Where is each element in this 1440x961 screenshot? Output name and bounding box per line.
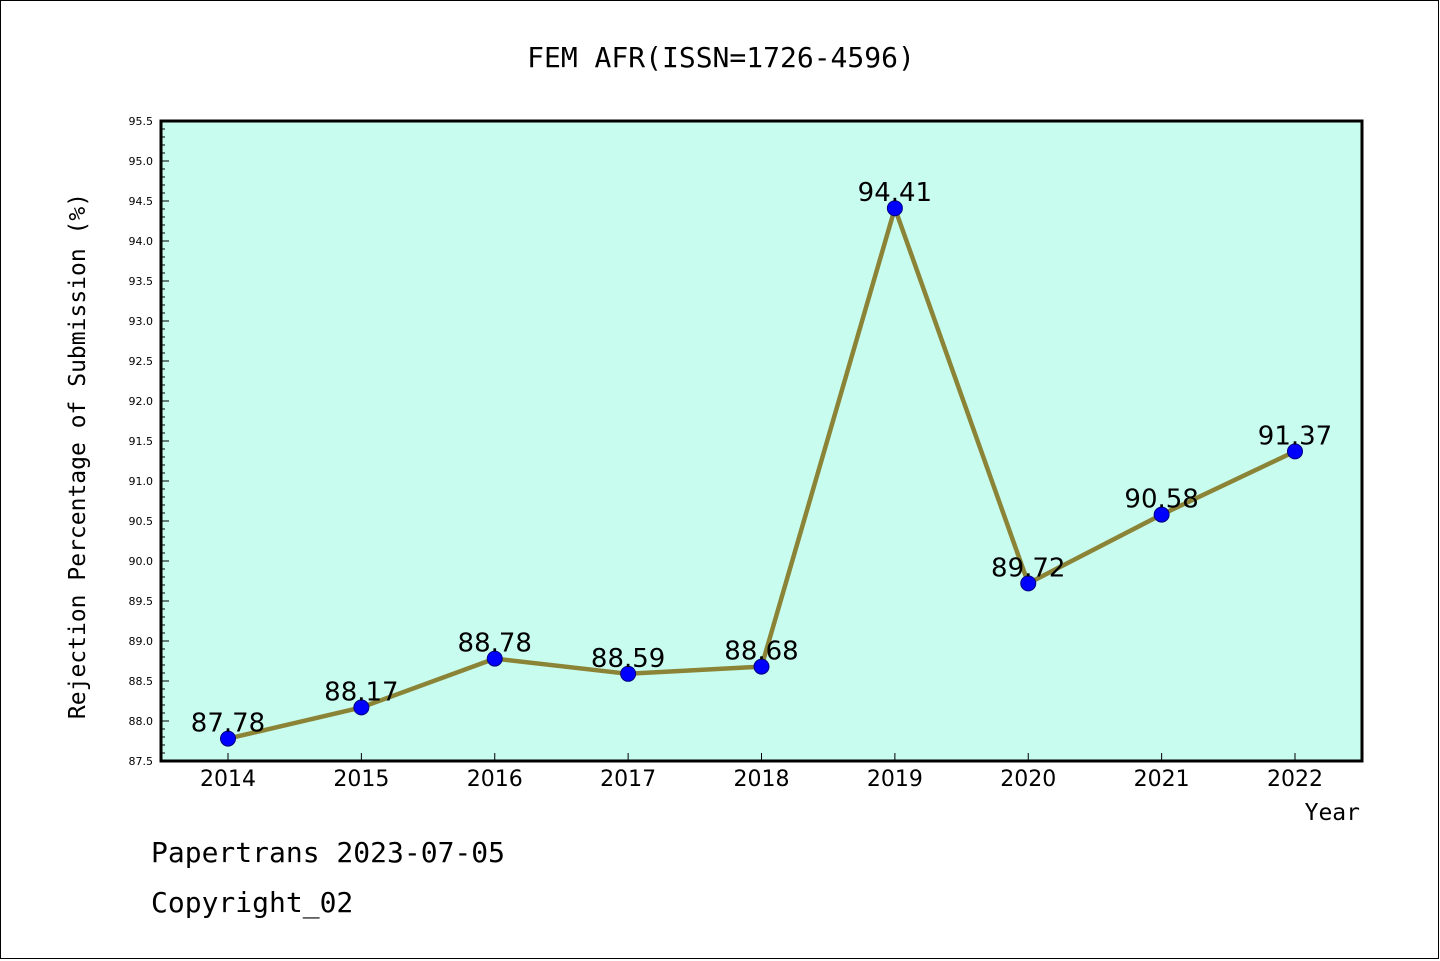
- x-tick-label: 2018: [734, 767, 790, 792]
- y-tick-label: 95.5: [129, 115, 154, 128]
- data-point-marker: [1287, 443, 1303, 460]
- footer-copyright: Copyright_02: [151, 886, 354, 919]
- y-tick-label: 88.5: [129, 675, 154, 688]
- data-value-label: 88.78: [458, 629, 532, 659]
- data-value-label: 87.78: [191, 709, 265, 739]
- data-value-label: 91.37: [1258, 421, 1332, 451]
- data-value-label: 89.72: [991, 553, 1065, 583]
- x-tick-label: 2015: [333, 767, 389, 792]
- data-point-marker: [886, 200, 903, 217]
- y-tick-label: 94.0: [129, 235, 154, 248]
- y-tick-label: 93.0: [129, 315, 154, 328]
- data-point-marker: [753, 658, 770, 675]
- x-tick-label: 2017: [600, 767, 656, 792]
- y-tick-label: 88.0: [129, 715, 154, 728]
- y-tick-label: 92.0: [129, 395, 154, 408]
- y-tick-label: 91.5: [129, 435, 154, 448]
- footer-date: Papertrans 2023-07-05: [151, 836, 506, 869]
- y-tick-label: 90.0: [129, 555, 154, 568]
- y-tick-label: 89.0: [129, 635, 154, 648]
- x-tick-label: 2022: [1267, 767, 1323, 792]
- y-tick-label: 91.0: [129, 475, 154, 488]
- y-axis: 87.5 88.0 88.5 89.0 89.5 90.0 90.5 91.0 91.5 92.0…: [129, 115, 169, 768]
- y-tick-label: 93.5: [129, 275, 154, 288]
- data-markers: [220, 200, 1303, 747]
- data-value-label: 88.17: [324, 677, 398, 707]
- y-tick-label: 87.5: [129, 755, 154, 768]
- x-tick-label: 2019: [867, 767, 923, 792]
- data-point-marker: [620, 665, 637, 682]
- chart-title: FEM AFR(ISSN=1726-4596): [527, 41, 915, 74]
- y-tick-label: 89.5: [129, 595, 154, 608]
- data-point-marker: [220, 730, 236, 747]
- data-value-label: 88.59: [591, 644, 665, 674]
- data-value-label: 94.41: [858, 178, 932, 208]
- data-value-label: 90.58: [1124, 485, 1198, 515]
- data-point-marker: [1153, 506, 1170, 523]
- y-tick-label: 95.0: [129, 155, 154, 168]
- x-tick-label: 2020: [1000, 767, 1056, 792]
- x-tick-label: 2014: [200, 767, 256, 792]
- data-point-marker: [353, 699, 370, 716]
- y-tick-label: 92.5: [129, 355, 154, 368]
- data-value-label: 88.68: [724, 637, 798, 667]
- x-axis-label: Year: [1305, 800, 1360, 826]
- y-tick-label: 94.5: [129, 195, 154, 208]
- data-point-marker: [486, 650, 503, 667]
- plot-frame: [159, 119, 1364, 763]
- data-point-marker: [1020, 575, 1037, 592]
- data-labels: 87.78 88.17 88.78 88.59 88.68 94.41 89.72 90.58…: [191, 178, 1332, 738]
- x-axis: 2014 2015 2016 2017 2018 2019 2020 2021 2022: [200, 753, 1323, 792]
- x-tick-label: 2021: [1134, 767, 1190, 792]
- y-axis-label: Rejection Percentage of Submission (%): [65, 193, 91, 719]
- y-tick-label: 90.5: [129, 515, 154, 528]
- plot-area: [161, 121, 1362, 761]
- x-tick-label: 2016: [467, 767, 523, 792]
